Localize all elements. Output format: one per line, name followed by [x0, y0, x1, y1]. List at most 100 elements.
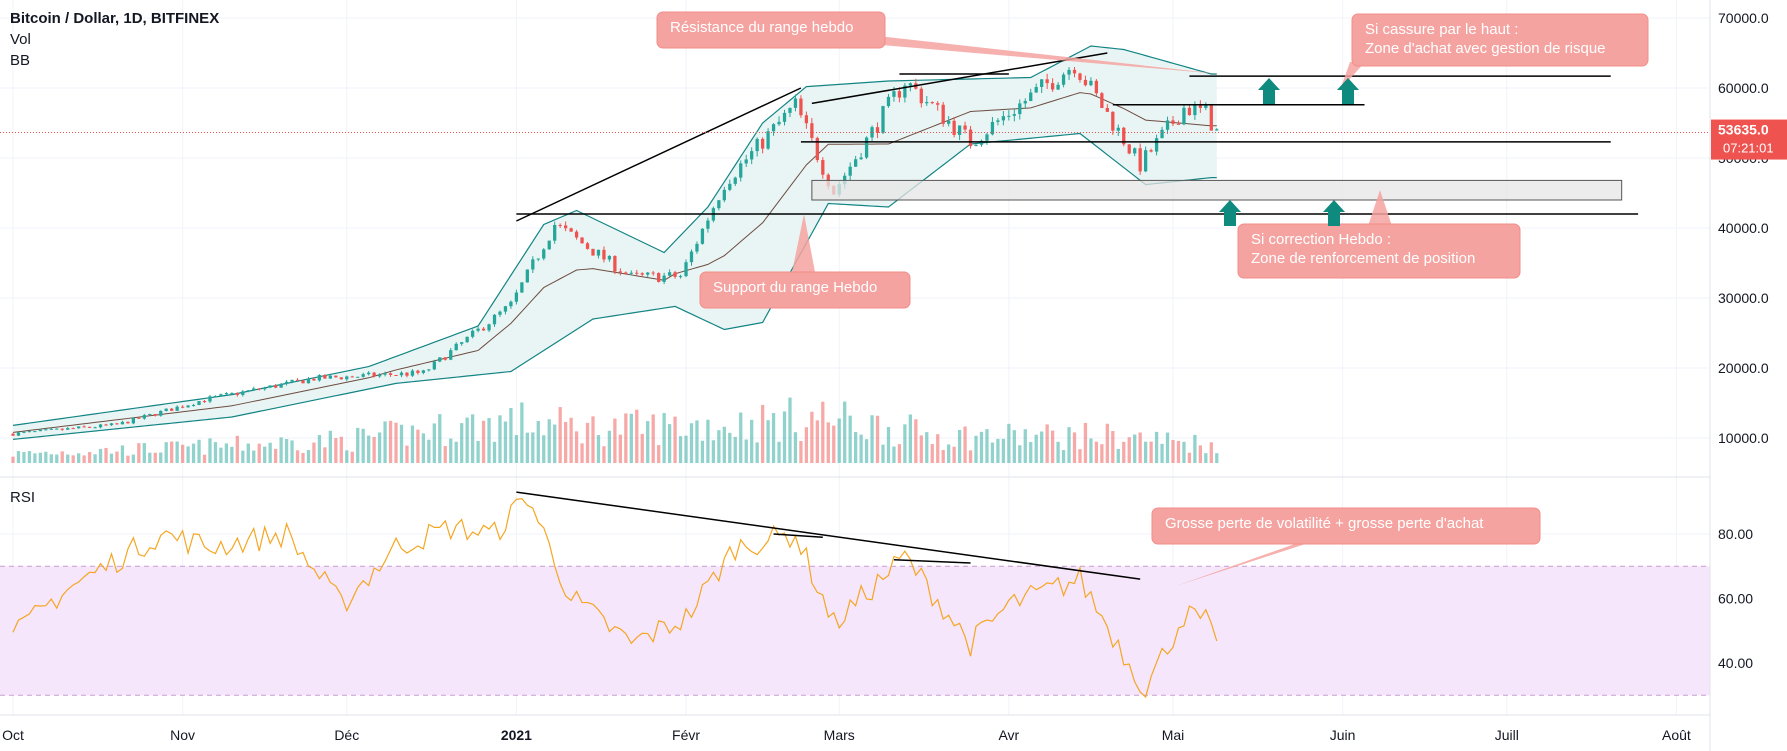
candle-body	[864, 137, 869, 158]
rsi-legend[interactable]: RSI	[10, 489, 36, 506]
volume-bar	[1012, 430, 1016, 463]
candle-body	[520, 282, 524, 293]
candle-body	[1133, 148, 1137, 154]
candle-body	[957, 125, 962, 135]
volume-bar	[1122, 441, 1126, 463]
volume-bar	[1204, 453, 1208, 463]
candle-body	[810, 123, 814, 138]
candle-body	[1040, 79, 1044, 87]
symbol-legend[interactable]: Bitcoin / Dollar, 1D, BITFINEX	[10, 10, 220, 27]
candle-body	[782, 112, 787, 122]
candle-body	[295, 379, 300, 381]
candle-body	[1215, 129, 1219, 131]
support-pointer	[792, 214, 815, 272]
candle-body	[1018, 103, 1022, 115]
candle-body	[66, 428, 70, 430]
candle-body	[306, 378, 311, 384]
candle-body	[197, 401, 201, 406]
candle-body	[334, 375, 338, 378]
volume-bar	[470, 414, 475, 463]
candle-body	[771, 124, 776, 132]
volume-bar	[826, 422, 830, 463]
candle-body	[104, 424, 108, 426]
candle-body	[230, 392, 234, 394]
volume-bar	[219, 447, 223, 463]
bb-legend[interactable]: BB	[10, 52, 31, 69]
candle-body	[1067, 69, 1071, 75]
volume-bar	[120, 445, 125, 463]
candle-body	[164, 408, 168, 411]
volume-bar	[875, 415, 880, 463]
candle-body	[854, 159, 858, 167]
candle-body	[793, 98, 798, 108]
volume-bar	[284, 438, 289, 463]
candle-body	[531, 259, 535, 270]
price-trendline	[516, 87, 802, 222]
volume-legend[interactable]: Vol	[10, 31, 31, 48]
price-trendline	[811, 52, 1108, 105]
volume-bar	[246, 443, 250, 463]
volume-bar	[1171, 440, 1175, 463]
candle-body	[1187, 107, 1192, 116]
candle-body	[405, 372, 409, 376]
candle-body	[1209, 104, 1213, 131]
candle-body	[60, 428, 64, 430]
volume-bar	[367, 435, 371, 463]
volume-bar	[673, 416, 677, 463]
volume-bar	[646, 421, 650, 463]
volume-bar	[662, 413, 666, 463]
candle-body	[755, 138, 759, 152]
time-tick-label: Août	[1662, 727, 1691, 743]
candle-body	[903, 85, 907, 98]
candle-body	[1171, 120, 1175, 124]
volume-bar	[449, 438, 453, 463]
correction-arrow-up	[1219, 200, 1241, 226]
volume-bar	[531, 432, 535, 463]
rsi-trendline	[516, 491, 1141, 580]
volume-bar	[908, 414, 912, 463]
candlesticks	[11, 66, 1219, 437]
volume-bar	[55, 454, 59, 463]
candle-body	[925, 102, 929, 104]
volume-bar	[881, 444, 885, 463]
volume-bar	[438, 414, 442, 463]
candle-body	[1198, 104, 1202, 108]
candle-body	[892, 91, 896, 97]
volume-bar	[837, 418, 841, 463]
candle-body	[87, 426, 92, 428]
volume-bar	[706, 419, 710, 463]
volume-bar	[268, 442, 272, 463]
candle-body	[547, 240, 551, 250]
candle-body	[629, 272, 633, 274]
volume-bar	[213, 442, 218, 463]
candle-body	[1012, 114, 1016, 116]
candle-body	[777, 121, 781, 125]
breakout-arrow-up	[1337, 78, 1359, 104]
volume-bar	[782, 411, 787, 463]
volume-bar	[657, 445, 661, 463]
volume-bar	[1165, 432, 1170, 463]
volume-bar	[148, 452, 152, 463]
price-tick-label: 70000.0	[1718, 10, 1769, 26]
volume-bar	[197, 439, 201, 463]
volume-bar	[985, 429, 989, 463]
last-price-tag-box	[1711, 119, 1787, 160]
volume-bar	[77, 453, 81, 463]
candle-body	[1007, 115, 1011, 117]
volume-bar	[361, 428, 365, 463]
candle-body	[421, 370, 426, 373]
candle-body	[115, 423, 119, 425]
volume-bar	[580, 443, 584, 463]
volume-bar	[520, 402, 524, 463]
candle-body	[618, 271, 622, 273]
candle-body	[383, 373, 387, 375]
candle-body	[700, 228, 705, 244]
volume-bar	[290, 440, 294, 463]
candle-body	[399, 372, 404, 376]
volume-bar	[503, 421, 508, 463]
candle-body	[460, 342, 464, 344]
volume-bar	[936, 434, 940, 463]
volume-bar	[1094, 441, 1099, 463]
volume-bar	[1029, 441, 1033, 463]
